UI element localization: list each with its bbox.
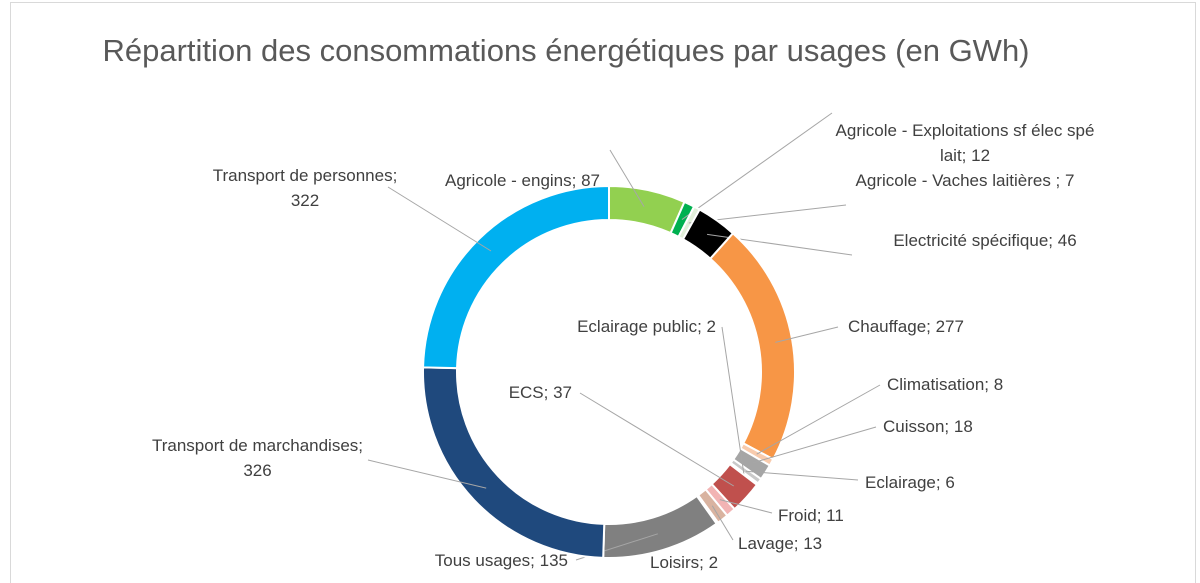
leader-line (745, 470, 859, 481)
leader-line (681, 112, 833, 220)
leader-line (756, 384, 881, 455)
leader-line (579, 392, 735, 487)
data-label: Agricole - engins; 87 (445, 171, 600, 190)
chart-frame (10, 2, 1196, 583)
data-label: Tous usages; 135 (434, 551, 568, 570)
leader-line (751, 426, 877, 464)
data-label: Cuisson; 18 (883, 417, 973, 436)
data-label: ECS; 37 (508, 383, 572, 402)
data-label: Eclairage; 6 (865, 473, 955, 492)
data-label: Eclairage public; 2 (577, 317, 716, 336)
leader-line (711, 505, 734, 541)
leader-line (719, 499, 773, 514)
donut-slice (708, 231, 796, 461)
donut-slice (602, 494, 718, 559)
chart-title: Répartition des consommations énergétiqu… (102, 33, 1030, 68)
data-label: Froid; 11 (778, 506, 844, 525)
data-label: Agricole - Exploitations sf élec spé lai… (835, 121, 1095, 165)
leader-line (775, 326, 839, 343)
donut-slice (422, 184, 610, 370)
data-label: Transport de marchandises; 326 (151, 436, 364, 480)
data-label: Climatisation; 8 (887, 375, 1004, 394)
data-label: Transport de personnes; 322 (212, 166, 398, 210)
leader-line (721, 326, 745, 474)
data-label: Agricole - Vaches laitières ; 7 (855, 171, 1075, 190)
leader-line (387, 186, 492, 252)
leader-line (609, 149, 645, 207)
data-label: Lavage; 13 (738, 534, 823, 553)
data-label: Chauffage; 277 (848, 317, 964, 336)
leader-line (367, 459, 487, 489)
data-label: Loisirs; 2 (650, 553, 719, 572)
data-label: Electricité spécifique; 46 (893, 231, 1077, 250)
